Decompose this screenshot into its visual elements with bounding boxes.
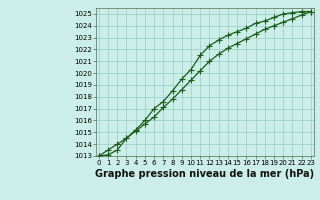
X-axis label: Graphe pression niveau de la mer (hPa): Graphe pression niveau de la mer (hPa) <box>95 169 314 179</box>
